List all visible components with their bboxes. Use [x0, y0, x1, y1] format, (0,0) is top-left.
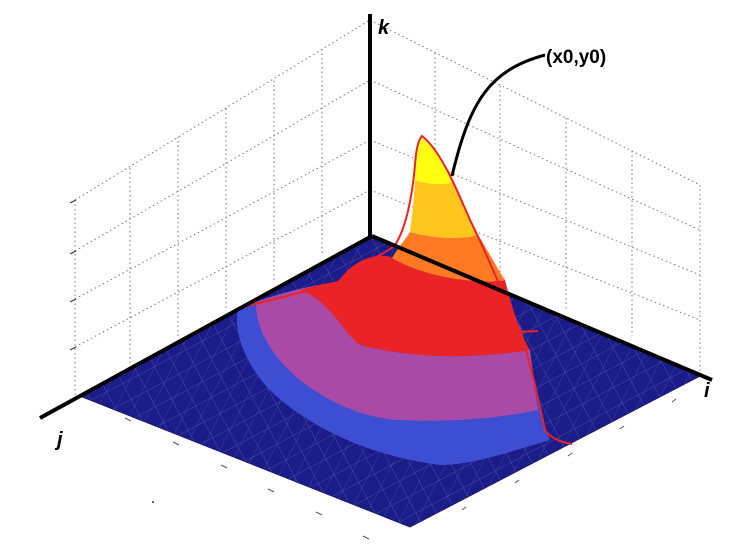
axis-label-k: k	[378, 17, 390, 39]
i-axis-ticks	[461, 398, 677, 511]
k-axis-ticks	[69, 199, 77, 351]
surface-outline	[237, 134, 573, 445]
axis-label-j: j	[54, 429, 63, 451]
band-level-2	[255, 282, 539, 421]
axes	[39, 14, 713, 420]
peak-callout-line	[450, 53, 546, 177]
band-level-5	[410, 180, 478, 238]
band-level-6	[415, 138, 452, 185]
surface	[236, 138, 550, 465]
i-axis-line	[371, 234, 713, 382]
band-level-4	[392, 232, 505, 282]
j-axis-ticks	[124, 417, 370, 540]
axis-label-i: i	[704, 380, 710, 402]
back-wall-left	[74, 19, 371, 395]
peak-label: (x0,y0)	[546, 47, 606, 68]
band-level-3	[300, 255, 530, 357]
image-speck	[152, 501, 154, 503]
j-axis-line	[39, 234, 373, 420]
